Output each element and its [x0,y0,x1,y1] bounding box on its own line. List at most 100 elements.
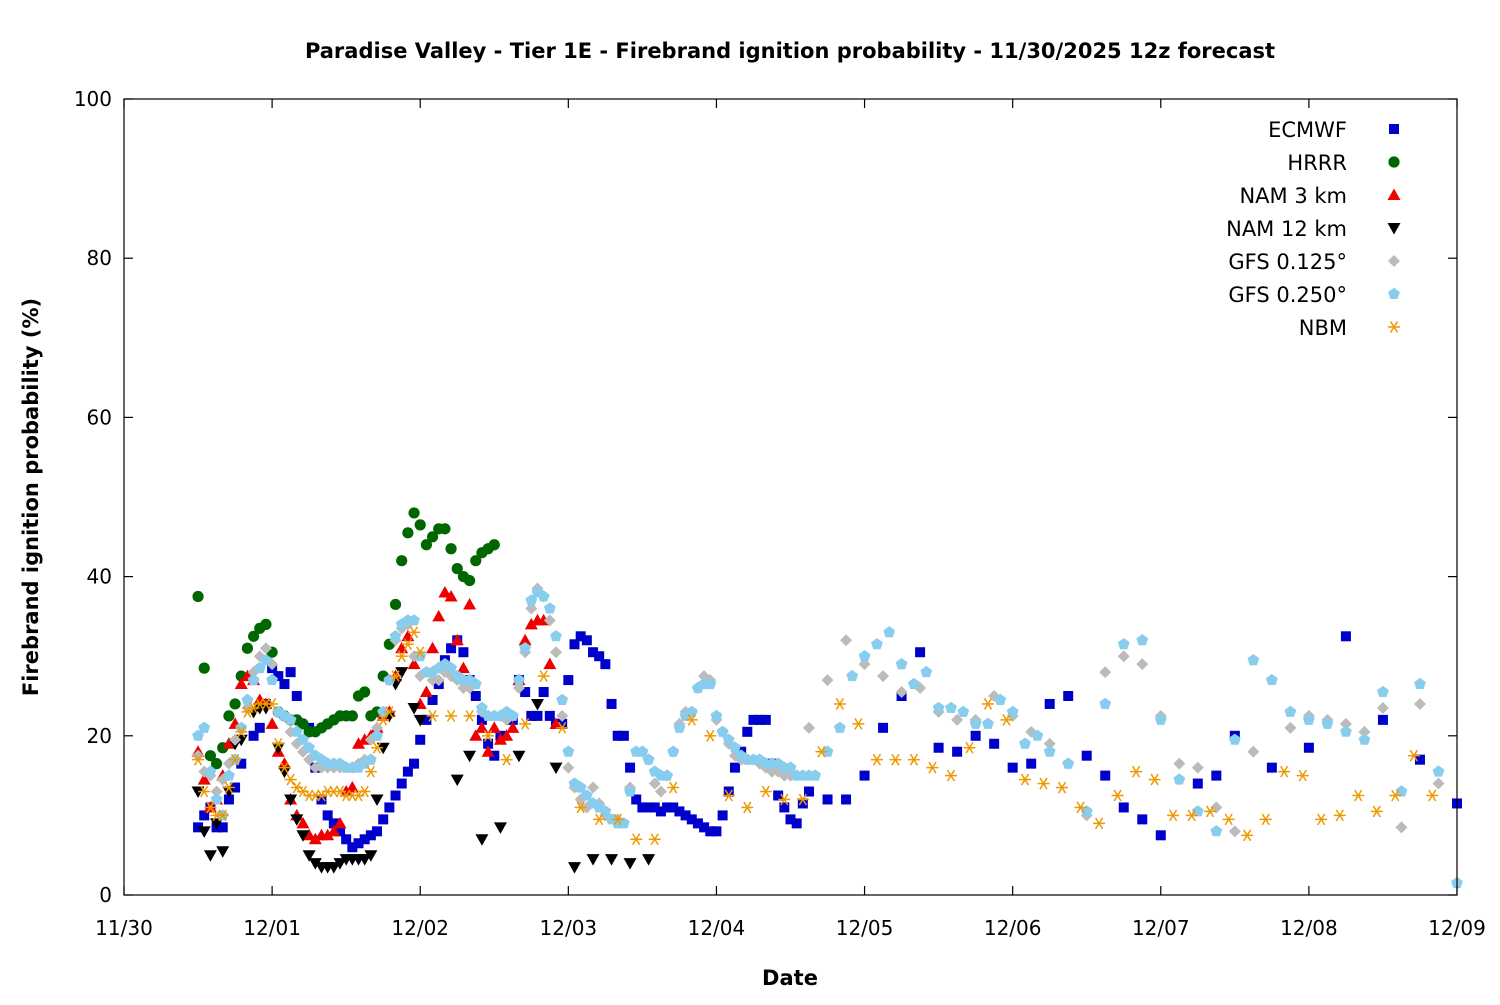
data-point [625,762,636,773]
data-point [390,790,401,801]
data-point [1395,785,1408,797]
y-tick-label: 80 [87,246,112,270]
data-point [419,685,433,698]
data-point [1278,765,1291,778]
data-point [229,698,241,710]
data-point [1007,762,1018,773]
data-point [1358,725,1371,738]
data-point [445,709,458,722]
data-point [322,810,333,821]
data-point [371,741,384,754]
data-point [235,721,248,733]
data-point [742,726,753,737]
data-point [841,794,852,805]
y-tick-label: 40 [87,565,112,589]
x-tick-label: 12/09 [1428,916,1486,940]
data-point [1117,650,1130,663]
data-point [259,642,272,655]
data-point [254,722,265,733]
data-point [308,858,322,870]
data-point [926,761,939,774]
data-point [809,769,822,781]
data-point [1284,705,1297,717]
data-point [265,717,279,729]
data-point [376,742,390,755]
data-point [446,643,457,654]
data-point [279,679,290,690]
data-point [530,698,544,711]
y-tick-label: 20 [87,724,112,748]
data-point [1376,701,1389,714]
data-point [1130,765,1143,778]
data-point [1044,698,1055,709]
data-point [537,590,550,602]
data-point [493,733,507,745]
data-point [1019,737,1031,749]
data-point [1340,631,1351,642]
data-point [889,753,902,766]
data-point [605,854,619,866]
data-point [352,737,366,749]
data-point [1407,749,1420,762]
x-axis-label: Date [762,966,818,990]
data-point [1296,769,1309,782]
data-point [574,781,587,793]
data-point [933,742,944,753]
data-point [593,813,606,826]
data-point [1093,817,1106,830]
data-point [409,758,420,769]
data-point [444,590,458,602]
data-point [1062,757,1075,769]
data-point [260,618,272,630]
data-point [722,733,735,745]
data-point [661,769,673,781]
data-point [822,794,833,805]
data-point [1099,697,1112,709]
data-point [414,646,427,659]
data-point [204,750,216,762]
data-point [260,654,272,666]
data-point [834,721,846,733]
data-point [470,555,482,567]
data-point [741,801,754,814]
data-point [716,725,729,737]
legend-marker [1388,287,1400,299]
data-point [1303,713,1315,725]
data-point [932,701,945,713]
data-point [710,709,723,721]
data-point [216,846,230,858]
data-point [378,814,389,825]
data-point [760,714,771,725]
data-point [395,641,409,654]
data-point [791,818,802,829]
x-tick-label: 12/01 [243,916,301,940]
data-point [673,721,686,733]
data-point [475,834,489,846]
data-point [488,539,500,551]
data-point [481,745,495,757]
data-point [662,802,673,813]
data-point [556,693,569,705]
data-point [204,801,217,814]
data-point [1043,737,1056,750]
data-point [1111,789,1124,802]
data-point [321,828,335,841]
data-point [587,781,600,794]
legend-label: GFS 0.125° [1228,250,1347,274]
data-point [722,789,735,802]
data-point [222,781,235,794]
data-point [1100,770,1111,781]
x-tick-label: 12/02 [391,916,449,940]
data-point [1259,813,1272,826]
data-point [599,805,612,817]
data-point [759,785,772,798]
data-point [612,730,623,741]
data-point [303,741,315,753]
data-point [748,714,759,725]
data-point [469,677,482,690]
data-point [482,729,495,742]
data-point [556,721,569,734]
data-point [396,555,408,567]
data-point [1099,666,1112,679]
